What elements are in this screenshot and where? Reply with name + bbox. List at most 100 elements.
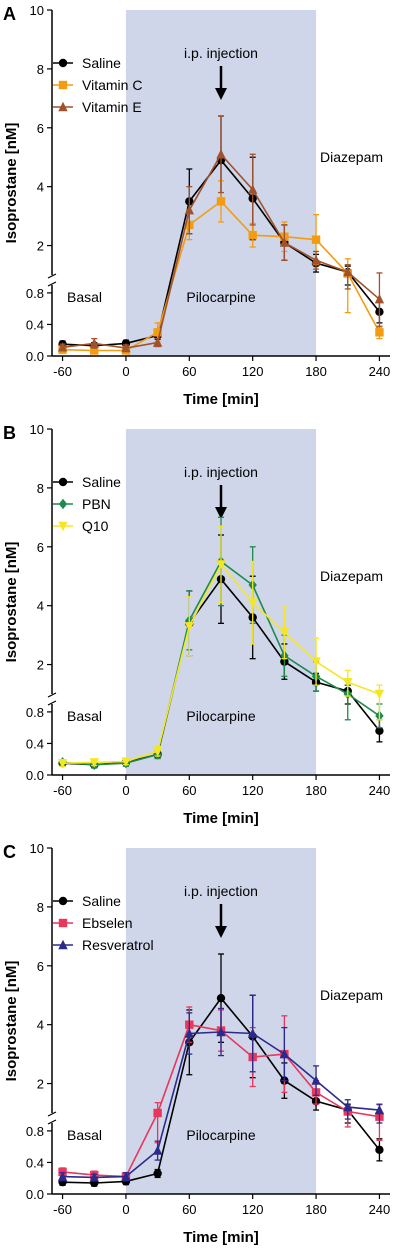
axis-break-mark — [47, 281, 57, 287]
y-tick-label: 0.0 — [26, 349, 44, 364]
axis-break-mark — [47, 1119, 57, 1125]
data-point — [57, 1171, 68, 1181]
y-tick-label: 2 — [37, 658, 44, 673]
x-tick-label: 0 — [122, 364, 129, 379]
data-point — [152, 747, 163, 757]
data-point — [90, 346, 99, 355]
x-tick-label: 180 — [305, 1202, 327, 1217]
pilocarpine-annotation: Pilocarpine — [186, 708, 255, 724]
axis-break-mark — [47, 692, 57, 698]
legend-label: Ebselen — [82, 915, 133, 931]
basal-annotation: Basal — [67, 708, 102, 724]
x-tick-label: 120 — [242, 364, 264, 379]
x-tick-label: 60 — [182, 364, 196, 379]
y-tick-label: 0.4 — [26, 1155, 44, 1170]
data-point — [216, 993, 226, 1003]
injection-arrow-head — [215, 88, 227, 100]
data-point — [153, 328, 162, 337]
data-point — [121, 342, 131, 353]
injection-annotation: i.p. injection — [184, 883, 258, 899]
data-point — [57, 758, 68, 769]
data-point — [374, 689, 385, 700]
panel-b: B 2 4 6 8 10 0.0 0.4 0.8 -60 0 60 120 180 240 Time [mi… — [3, 422, 390, 827]
x-tick-label: 240 — [369, 1202, 391, 1217]
data-point — [248, 231, 257, 240]
y-tick-label: 10 — [30, 841, 44, 856]
x-tick-label: 0 — [122, 1202, 129, 1217]
data-point — [343, 1101, 353, 1112]
legend-label: Saline — [82, 474, 121, 490]
y-tick-label: 0.0 — [26, 1187, 44, 1202]
y-tick-label: 0.8 — [26, 705, 44, 720]
y-tick-label: 10 — [30, 3, 44, 18]
legend-label: Resveratrol — [82, 937, 154, 953]
panel-a: A 2 4 6 8 10 0.0 0.4 0.8 -60 0 60 120 180 240 Time [mi… — [3, 3, 390, 408]
y-tick-label: 10 — [30, 422, 44, 437]
data-point — [184, 205, 195, 215]
x-tick-label: 60 — [182, 1202, 196, 1217]
axis-break-mark — [47, 273, 57, 279]
y-tick-label: 0.8 — [26, 286, 44, 301]
series-resveratrol — [57, 994, 385, 1182]
data-point — [343, 678, 353, 688]
y-axis-label: Isoprostane [nM] — [3, 961, 20, 1082]
legend-label: Vitamin E — [82, 99, 142, 115]
diazepam-annotation: Diazepam — [320, 987, 383, 1003]
data-point — [89, 1172, 99, 1182]
data-point — [311, 1075, 321, 1085]
data-point — [247, 184, 258, 194]
y-tick-label: 0.4 — [26, 317, 44, 332]
data-point — [375, 328, 384, 337]
data-point — [343, 266, 353, 277]
legend-marker — [58, 477, 68, 487]
series-q10 — [57, 525, 385, 769]
y-tick-label: 2 — [37, 1077, 44, 1092]
diazepam-annotation: Diazepam — [320, 149, 383, 165]
data-point — [89, 758, 99, 768]
x-axis-label: Time [min] — [183, 810, 259, 827]
injection-annotation: i.p. injection — [184, 464, 258, 480]
axis-break-mark — [47, 700, 57, 706]
legend-label: PBN — [82, 496, 111, 512]
y-tick-label: 4 — [37, 180, 44, 195]
data-point — [247, 1028, 258, 1038]
data-point — [311, 657, 321, 667]
pilocarpine-annotation: Pilocarpine — [186, 289, 255, 305]
data-point — [152, 337, 163, 347]
data-point — [375, 726, 384, 736]
data-point — [89, 338, 99, 348]
legend-label: Q10 — [82, 518, 109, 534]
data-point — [121, 757, 131, 767]
pilocarpine-annotation: Pilocarpine — [186, 1127, 255, 1143]
panel-label-c: C — [3, 842, 16, 862]
legend-marker — [58, 498, 68, 510]
injection-arrow-head — [215, 507, 227, 519]
legend-marker — [58, 101, 68, 112]
basal-annotation: Basal — [67, 289, 102, 305]
data-point — [311, 235, 321, 244]
panel-label-b: B — [3, 423, 16, 443]
x-tick-label: 0 — [122, 783, 129, 798]
panel-c: C 2 4 6 8 10 0.0 0.4 0.8 -60 0 60 120 180 240 Time [mi… — [3, 841, 390, 1246]
legend-label: Saline — [82, 55, 121, 71]
x-axis-label: Time [min] — [183, 391, 259, 408]
x-tick-label: 120 — [242, 1202, 264, 1217]
basal-annotation: Basal — [67, 1127, 102, 1143]
panel-label-a: A — [3, 4, 16, 24]
x-tick-label: 60 — [182, 783, 196, 798]
legend-label: Vitamin C — [82, 77, 142, 93]
data-point — [152, 1145, 163, 1155]
data-point — [57, 342, 68, 352]
legend-marker — [58, 939, 68, 950]
data-point — [153, 1108, 162, 1118]
diazepam-annotation: Diazepam — [320, 568, 383, 584]
y-tick-label: 0.8 — [26, 1124, 44, 1139]
data-point — [216, 560, 226, 570]
series-vitamin-e — [57, 115, 385, 353]
y-axis-label: Isoprostane [nM] — [3, 123, 20, 244]
legend-marker — [58, 58, 68, 68]
data-point — [121, 1171, 131, 1181]
data-point — [279, 237, 290, 247]
data-point — [279, 1048, 290, 1059]
